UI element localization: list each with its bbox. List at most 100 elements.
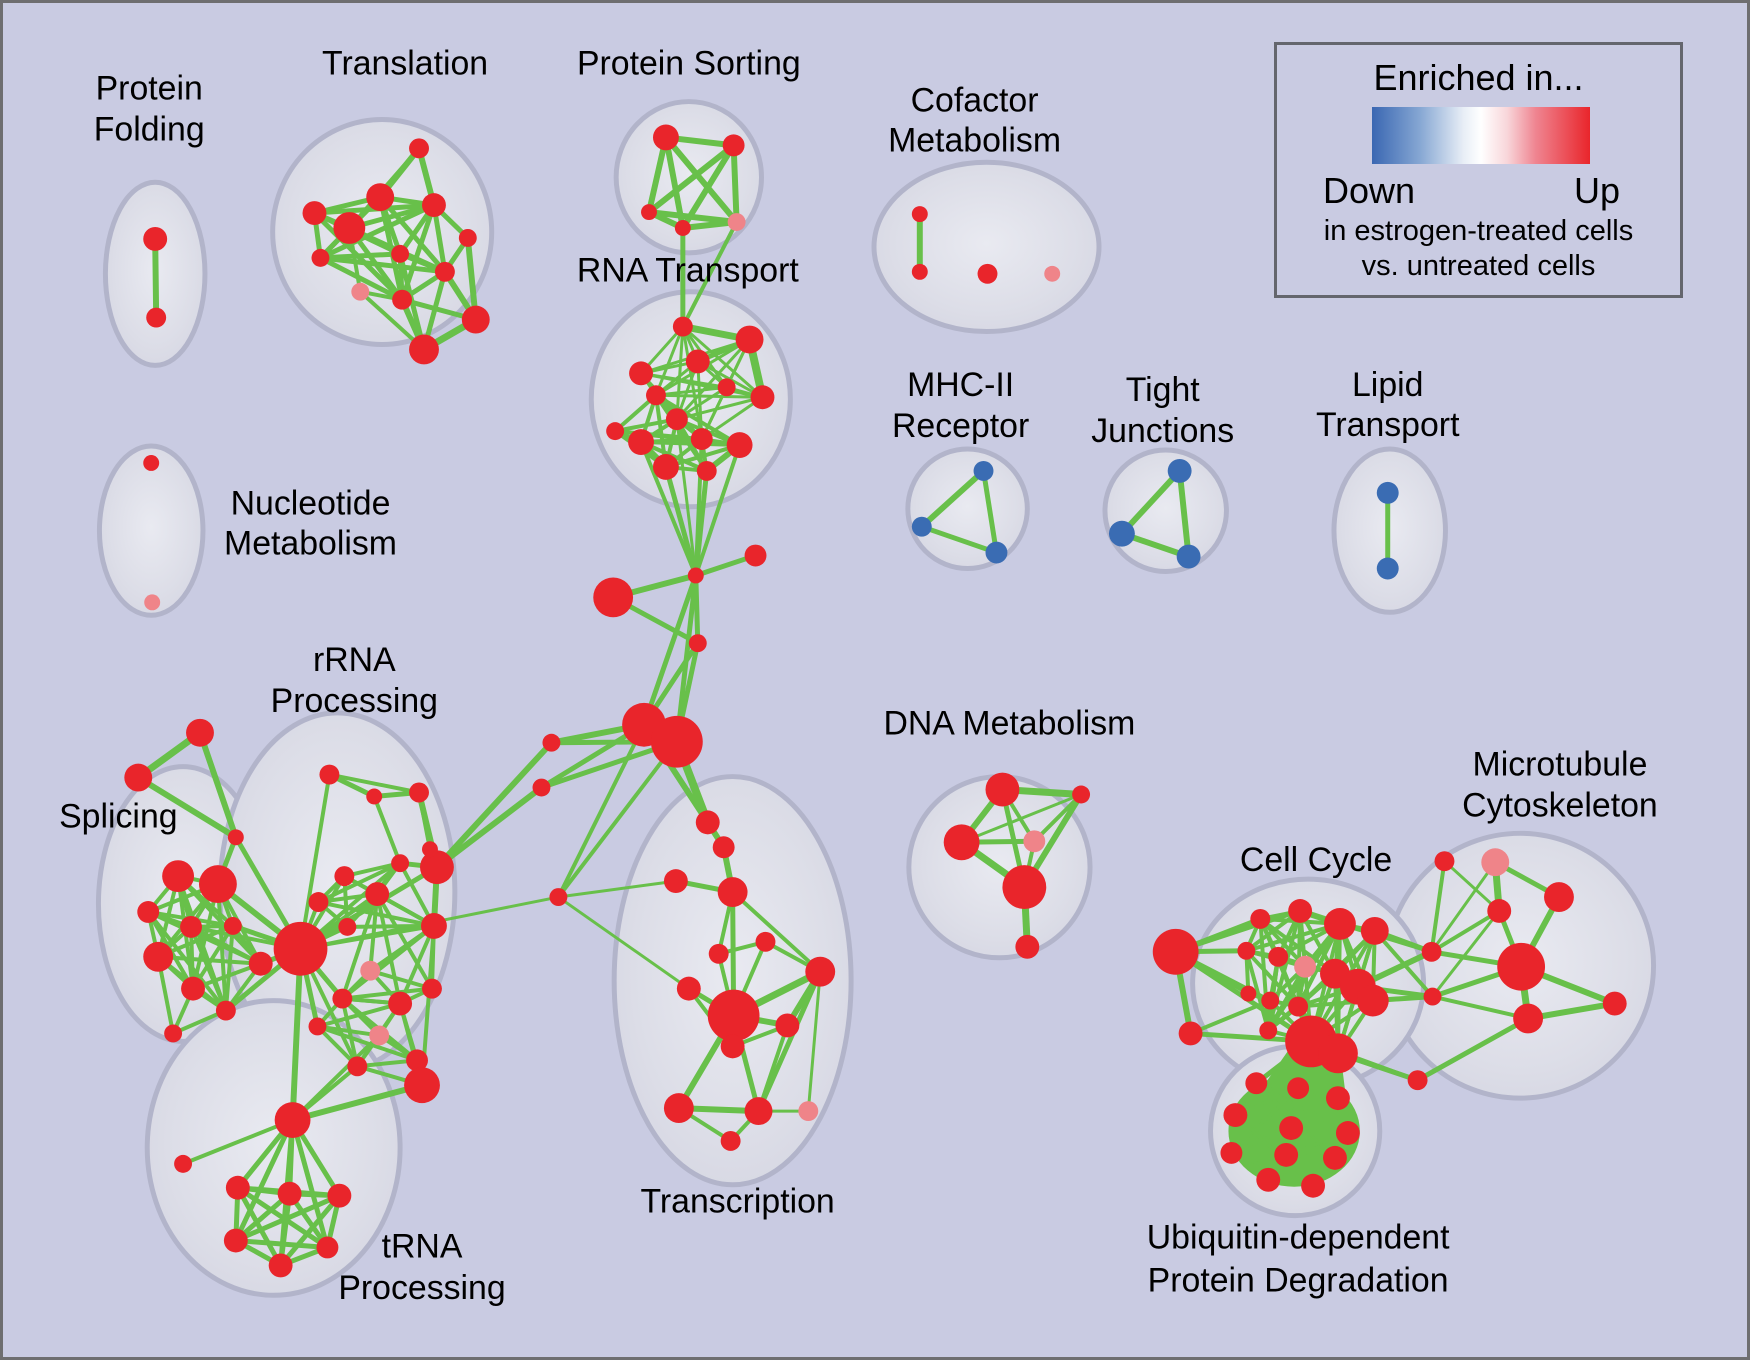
node-mt2 (1544, 882, 1574, 912)
node-rr6 (365, 882, 390, 906)
node-tr10 (461, 305, 490, 334)
node-ccb (1178, 1021, 1203, 1046)
edge (340, 986, 434, 1001)
node-cn2 (593, 577, 634, 618)
node-dm4 (1023, 830, 1046, 853)
cluster-ellipse-cofactor-metabolism (871, 159, 1102, 335)
edge (693, 443, 742, 578)
edge (433, 784, 545, 871)
edge (372, 794, 403, 866)
cluster-label-rna-transport: RNA Transport (577, 252, 799, 290)
edge (730, 142, 740, 226)
cluster-label-cofactor-metabolism-line1: Cofactor (911, 81, 1039, 119)
node-rr13 (422, 978, 442, 999)
node-rt2 (735, 325, 764, 354)
edge (1233, 1113, 1270, 1182)
node-rt8 (606, 422, 625, 441)
node-rt9 (665, 408, 688, 431)
node-cb2 (1423, 987, 1442, 1006)
edge (1372, 928, 1435, 999)
edge (641, 572, 699, 728)
node-sp10 (164, 1024, 183, 1043)
cluster-label-nucleotide-metabolism-line2: Metabolism (224, 525, 397, 563)
edge (918, 467, 987, 530)
legend-subtitle-line1: in estrogen-treated cells (1323, 215, 1634, 247)
edge (197, 729, 239, 841)
node-rr20 (404, 1067, 440, 1104)
cluster-label-trna-processing-line2: Processing (338, 1269, 505, 1307)
node-dm2 (1072, 785, 1091, 804)
edge (960, 792, 1083, 844)
edge (1429, 859, 1447, 954)
node-cn4 (688, 634, 707, 653)
node-cc15 (1318, 1033, 1358, 1074)
cluster-ellipse-nucleotide-metabolism (96, 443, 206, 618)
node-rr11 (332, 988, 353, 1009)
edge (315, 1001, 403, 1029)
cluster-label-microtubule-cytoskeleton-line1: Microtubule (1473, 746, 1648, 784)
edge (654, 325, 685, 397)
legend-box: Enriched in... Down Up in estrogen-treat… (1274, 42, 1683, 298)
cluster-label-tight-junctions-line2: Junctions (1091, 412, 1234, 450)
legend-gradient-bar (1372, 107, 1590, 164)
edge (680, 220, 739, 329)
node-tj2 (1108, 520, 1135, 547)
node-rr9 (421, 912, 447, 939)
node-mt1 (1481, 848, 1510, 877)
node-rr15 (308, 1017, 327, 1036)
cluster-label-microtubule-cytoskeleton-line2: Cytoskeleton (1462, 786, 1658, 824)
node-cb1 (1421, 941, 1442, 962)
node-sp3 (137, 901, 160, 923)
node-cb3 (1407, 1070, 1428, 1091)
edge (317, 255, 448, 275)
node-rr1 (319, 764, 340, 785)
node-ps1 (652, 124, 679, 151)
edge (556, 739, 679, 900)
edge (696, 359, 704, 441)
legend-subtitle-line2: vs. untreated cells (1361, 250, 1596, 282)
node-rr5 (334, 866, 355, 887)
edge (316, 861, 403, 905)
edge (191, 923, 235, 991)
cluster-label-cell-cycle: Cell Cycle (1240, 841, 1392, 879)
cluster-label-mhc-ii-receptor-line2: Receptor (892, 407, 1029, 445)
node-ub6 (1335, 1121, 1360, 1145)
edge (1284, 1096, 1340, 1157)
node-tj1 (1167, 458, 1192, 483)
node-tc2 (712, 836, 735, 859)
node-mh2 (911, 516, 932, 537)
node-dm6 (1015, 934, 1040, 959)
node-tr3 (333, 212, 366, 244)
node-tc6 (755, 931, 776, 952)
node-sp6 (143, 941, 174, 972)
node-tc13 (744, 1097, 773, 1126)
edge (1188, 998, 1273, 1036)
node-ps5 (727, 213, 746, 231)
node-tr1 (409, 138, 429, 159)
edge (340, 923, 436, 1001)
edge (289, 1082, 425, 1124)
node-tn2 (174, 1154, 193, 1173)
edge (639, 371, 764, 399)
edge (340, 892, 380, 1001)
edge (135, 774, 239, 841)
edge (639, 440, 698, 578)
node-ub7 (1220, 1141, 1243, 1164)
node-rr18 (308, 892, 329, 912)
edge (1442, 859, 1501, 913)
edge (368, 968, 434, 991)
node-rt4 (685, 349, 710, 374)
edge (278, 1193, 342, 1268)
legend-down-label: Down (1323, 170, 1416, 211)
cluster-label-dna-metabolism: DNA Metabolism (883, 705, 1135, 743)
cluster-label-nucleotide-metabolism-line1: Nucleotide (231, 485, 391, 523)
node-cc5 (1237, 941, 1256, 960)
node-ub5 (1279, 1116, 1304, 1140)
node-hub1 (273, 921, 328, 976)
edge (1429, 908, 1502, 954)
legend-title: Enriched in... (1373, 57, 1584, 98)
node-cc12 (1261, 991, 1280, 1010)
edge (278, 1191, 293, 1268)
